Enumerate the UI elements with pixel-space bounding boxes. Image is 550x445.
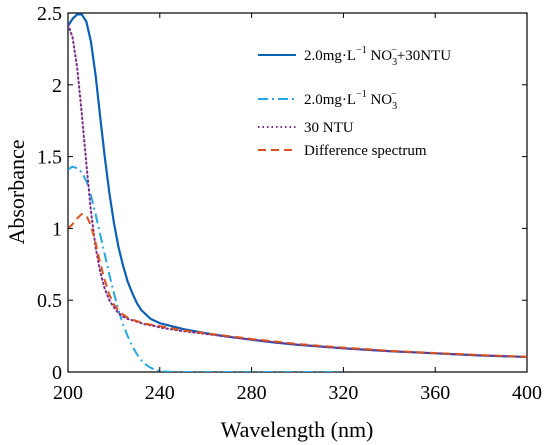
y-tick-label: 1 — [52, 218, 62, 240]
y-tick-label: 1.5 — [37, 147, 62, 169]
y-tick-label: 0.5 — [37, 290, 62, 312]
x-tick-label: 400 — [512, 382, 542, 404]
y-axis-title: Absorbance — [4, 139, 29, 244]
legend: 2.0mg·L−1 NO3−+30NTU 2.0mg·L−1 NO3− 30 NTU… — [258, 45, 451, 159]
x-tick-label: 360 — [420, 382, 450, 404]
y-tick-label: 0 — [52, 362, 62, 384]
y-tick-label: 2.5 — [37, 3, 62, 25]
x-tick-label: 320 — [328, 382, 358, 404]
plot-frame — [67, 12, 528, 373]
series-line-4 — [68, 213, 527, 358]
legend-label-2: 2.0mg·L−1 NO3− — [304, 89, 397, 112]
x-tick-label: 240 — [145, 382, 175, 404]
series-line-1 — [68, 13, 527, 359]
series-line-3 — [68, 23, 527, 358]
x-axis-title: Wavelength (nm) — [221, 417, 374, 442]
legend-label-4: Difference spectrum — [304, 143, 427, 159]
x-tick-label: 280 — [237, 382, 267, 404]
x-tick-label: 200 — [53, 382, 83, 404]
y-tick-label: 2 — [52, 75, 62, 97]
legend-label-3: 30 NTU — [304, 120, 354, 136]
legend-label-1: 2.0mg·L−1 NO3−+30NTU — [304, 45, 451, 68]
